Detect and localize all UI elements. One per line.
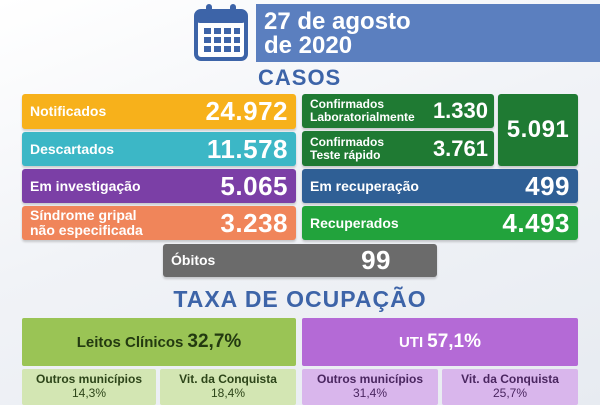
descartados-label: Descartados — [30, 140, 115, 157]
calendar-icon — [193, 2, 249, 62]
uti-outros-municipios: Outros municípios 31,4% — [302, 369, 438, 405]
descartados-value: 11.578 — [206, 133, 288, 164]
investigacao-value: 5.065 — [220, 170, 288, 201]
clinicos-outros-label: Outros municípios — [35, 372, 142, 386]
uti-label: UTI — [398, 333, 424, 351]
recuperados-value: 4.493 — [502, 207, 570, 238]
conf-lab-value: 1.330 — [432, 98, 488, 123]
sindrome-label: Síndrome gripal não especificada — [30, 208, 143, 238]
conf-rapido-label-1: Confirmados — [310, 134, 385, 149]
uti-vit-conquista: Vit. da Conquista 25,7% — [442, 369, 578, 405]
date-line-2: de 2020 — [264, 32, 353, 59]
uti-card: UTI 57,1% — [302, 318, 578, 366]
notificados-value: 24.972 — [205, 96, 288, 126]
clinicos-outros-municipios: Outros municípios 14,3% — [22, 369, 156, 405]
leitos-clinicos-label: Leitos Clínicos — [76, 333, 184, 351]
card-sindrome-gripal: Síndrome gripal não especificada 3.238 — [22, 206, 296, 240]
sindrome-label-1: Síndrome gripal — [30, 207, 137, 223]
clinicos-vitc-label: Vit. da Conquista — [179, 372, 277, 386]
date-line-1: 27 de agosto — [264, 8, 411, 35]
card-obitos: Óbitos 99 — [163, 244, 437, 277]
conf-rapido-label: Confirmados Teste rápido — [310, 134, 385, 162]
date-banner: 27 de agosto de 2020 — [256, 4, 600, 62]
card-confirmados-total: 5.091 — [498, 94, 578, 166]
notificados-label: Notificados — [30, 103, 107, 119]
obitos-value: 99 — [361, 245, 391, 275]
casos-title: CASOS — [258, 65, 342, 90]
uti-outros-value: 31,4% — [352, 386, 388, 400]
conf-rapido-label-2: Teste rápido — [310, 147, 381, 162]
sindrome-label-2: não especificada — [30, 222, 143, 238]
investigacao-label: Em investigação — [30, 177, 141, 194]
card-confirmados-teste-rapido: Confirmados Teste rápido 3.761 — [302, 131, 494, 166]
card-confirmados-laboratorialmente: Confirmados Laboratorialmente 1.330 — [302, 94, 494, 128]
clinicos-outros-value: 14,3% — [71, 386, 107, 400]
card-notificados: Notificados 24.972 — [22, 94, 296, 129]
conf-lab-label: Confirmados Laboratorialmente — [310, 98, 415, 124]
uti-vitc-value: 25,7% — [492, 386, 528, 400]
uti-outros-label: Outros municípios — [316, 372, 423, 386]
card-descartados: Descartados 11.578 — [22, 132, 296, 166]
sindrome-value: 3.238 — [220, 207, 288, 238]
recuperacao-label: Em recuperação — [310, 177, 419, 194]
leitos-clinicos-value: 32,7% — [187, 331, 242, 352]
uti-value: 57,1% — [427, 331, 482, 352]
recuperados-label: Recuperados — [310, 214, 399, 231]
conf-lab-label-2: Laboratorialmente — [310, 110, 415, 124]
conf-rapido-value: 3.761 — [432, 135, 488, 161]
recuperacao-value: 499 — [525, 170, 570, 201]
card-em-recuperacao: Em recuperação 499 — [302, 169, 578, 203]
conf-lab-label-1: Confirmados — [310, 97, 385, 111]
clinicos-vit-conquista: Vit. da Conquista 18,4% — [160, 369, 296, 405]
leitos-clinicos-card: Leitos Clínicos 32,7% — [22, 318, 296, 366]
uti-vitc-label: Vit. da Conquista — [461, 372, 559, 386]
card-recuperados: Recuperados 4.493 — [302, 206, 578, 240]
taxa-ocupacao-title: TAXA DE OCUPAÇÃO — [173, 286, 427, 312]
obitos-label: Óbitos — [171, 252, 216, 268]
clinicos-vitc-value: 18,4% — [210, 386, 246, 400]
card-em-investigacao: Em investigação 5.065 — [22, 169, 296, 203]
confirmados-total-value: 5.091 — [506, 116, 570, 143]
